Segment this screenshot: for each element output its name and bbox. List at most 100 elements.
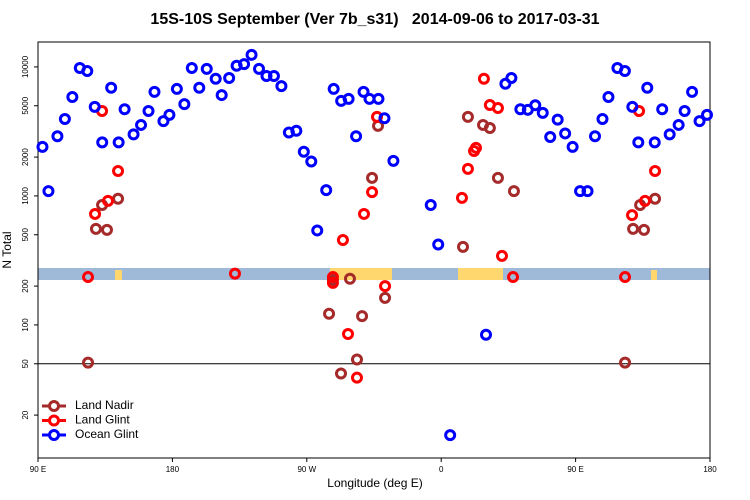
- point: [529, 99, 542, 112]
- y-tick-label: 20: [21, 410, 30, 419]
- y-tick-label: 200: [21, 279, 30, 293]
- y-tick-label: 50: [21, 359, 30, 368]
- point: [626, 209, 639, 222]
- point: [491, 171, 504, 184]
- x-tick-label: 90 E: [567, 465, 583, 474]
- point: [350, 130, 363, 143]
- point: [619, 271, 632, 284]
- point: [88, 100, 101, 113]
- legend-marker: [48, 429, 60, 441]
- point: [701, 108, 714, 121]
- point: [209, 72, 222, 85]
- point: [566, 140, 579, 153]
- point: [127, 128, 140, 141]
- point: [311, 224, 324, 237]
- legend-marker: [48, 400, 60, 412]
- point: [228, 267, 241, 280]
- point: [596, 112, 609, 125]
- x-axis-label: Longitude (deg E): [327, 476, 422, 490]
- point: [36, 140, 49, 153]
- point: [326, 276, 339, 289]
- y-axis-label: N Total: [0, 231, 14, 268]
- legend-label: Ocean Glint: [75, 427, 139, 441]
- point: [366, 186, 379, 199]
- point: [424, 199, 437, 212]
- point: [66, 90, 79, 103]
- point: [245, 48, 258, 61]
- point: [290, 124, 303, 137]
- point: [297, 145, 310, 158]
- point: [619, 356, 632, 369]
- point: [100, 223, 113, 236]
- point: [686, 85, 699, 98]
- point: [200, 62, 213, 75]
- point: [105, 81, 118, 94]
- point: [42, 185, 55, 198]
- point: [112, 136, 125, 149]
- point: [387, 154, 400, 167]
- point: [323, 307, 336, 320]
- point: [350, 353, 363, 366]
- point: [96, 136, 109, 149]
- point: [618, 64, 631, 77]
- point: [461, 162, 474, 175]
- point: [495, 249, 508, 262]
- point: [51, 130, 64, 143]
- point: [461, 110, 474, 123]
- point: [253, 62, 266, 75]
- point: [574, 185, 587, 198]
- point: [693, 115, 706, 128]
- plot-frame: [37, 41, 711, 459]
- point: [379, 291, 392, 304]
- land-band: [458, 268, 503, 280]
- point: [626, 100, 639, 113]
- y-tick-label: 1000: [21, 186, 30, 204]
- chart-title: 15S-10S September (Ver 7b_s31) 2014-09-0…: [150, 11, 599, 28]
- point: [118, 103, 131, 116]
- point: [637, 223, 650, 236]
- point: [112, 165, 125, 178]
- point: [223, 72, 236, 85]
- point: [357, 207, 370, 220]
- point: [602, 90, 615, 103]
- point: [551, 113, 564, 126]
- point: [507, 271, 520, 284]
- point: [378, 112, 391, 125]
- point: [193, 81, 206, 94]
- legend-marker: [48, 414, 60, 427]
- point: [627, 222, 640, 235]
- point: [327, 82, 340, 95]
- point: [444, 429, 457, 442]
- point: [157, 115, 170, 128]
- land-band: [651, 270, 657, 280]
- legend-label: Land Nadir: [75, 398, 134, 412]
- x-tick-label: 90 E: [30, 465, 46, 474]
- point: [320, 184, 333, 197]
- point: [142, 105, 155, 118]
- point: [656, 103, 669, 116]
- legend-label: Land Glint: [75, 413, 130, 427]
- point: [536, 106, 549, 119]
- point: [641, 81, 654, 94]
- y-tick-label: 2000: [21, 148, 30, 166]
- point: [457, 240, 470, 253]
- x-tick-label: 90 W: [297, 465, 316, 474]
- point: [491, 102, 504, 115]
- point: [455, 191, 468, 204]
- point: [366, 171, 379, 184]
- point: [632, 136, 645, 149]
- land-band: [115, 270, 122, 280]
- point: [639, 194, 652, 207]
- point: [343, 272, 356, 285]
- point: [342, 328, 355, 341]
- point: [260, 70, 273, 83]
- point: [89, 222, 102, 235]
- x-tick-label: 0: [439, 465, 444, 474]
- point: [215, 89, 228, 102]
- point: [178, 98, 191, 111]
- point: [663, 128, 676, 141]
- point: [372, 92, 385, 105]
- point: [477, 72, 490, 85]
